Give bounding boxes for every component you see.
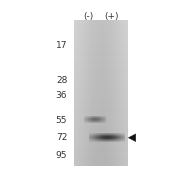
Text: (+): (+) [104,12,119,21]
Text: (-): (-) [83,12,94,21]
Text: 55: 55 [56,116,67,125]
Text: 95: 95 [56,151,67,160]
Text: 72: 72 [56,133,67,142]
Polygon shape [128,134,136,142]
Text: 17: 17 [56,41,67,50]
Text: 36: 36 [56,91,67,100]
Text: 28: 28 [56,76,67,85]
